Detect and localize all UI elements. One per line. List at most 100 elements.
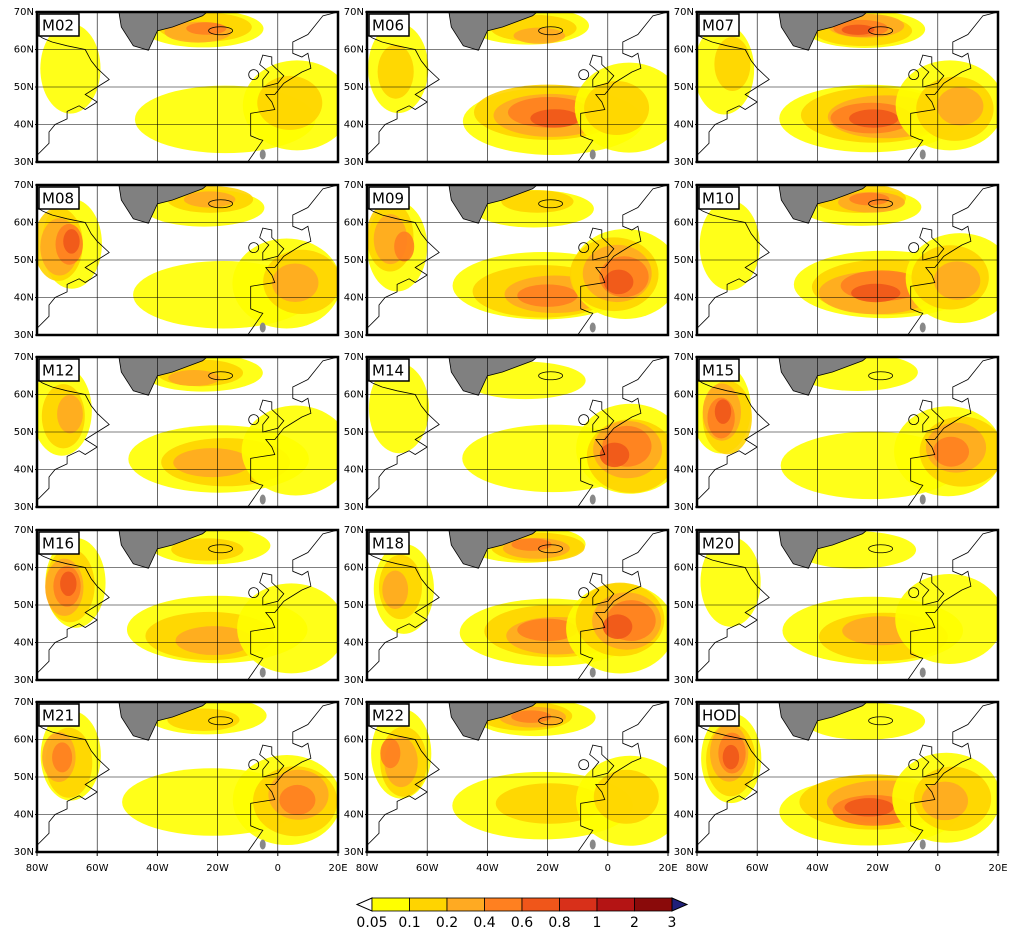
gibraltar xyxy=(919,494,926,505)
lat-label: 40N xyxy=(14,293,34,304)
lat-label: 60N xyxy=(674,218,694,229)
lat-label: 30N xyxy=(674,847,694,858)
lat-label: 60N xyxy=(344,45,364,56)
shading xyxy=(57,394,83,434)
gibraltar xyxy=(919,149,926,160)
map-panel: HOD 70N 60N 50N 40N 30N 80W 60W 40W 20W 0 20E xyxy=(674,697,1008,874)
lon-label: 0 xyxy=(935,863,941,874)
lat-label: 60N xyxy=(344,218,364,229)
lat-label: 60N xyxy=(344,563,364,574)
lat-label: 60N xyxy=(674,563,694,574)
lat-label: 30N xyxy=(674,330,694,341)
lat-label: 40N xyxy=(344,293,364,304)
shading xyxy=(175,626,253,656)
gibraltar xyxy=(259,494,266,505)
iceland xyxy=(538,371,564,381)
map-body xyxy=(697,12,998,162)
label-box xyxy=(698,358,740,382)
panel-label: M10 xyxy=(702,190,734,208)
ireland xyxy=(578,242,590,254)
panel-label: M21 xyxy=(42,707,74,725)
coast xyxy=(697,530,770,680)
iceland xyxy=(868,371,894,381)
coast xyxy=(577,185,668,335)
lat-label: 40N xyxy=(674,120,694,131)
iceland xyxy=(208,716,234,726)
colorbar-end xyxy=(671,897,689,912)
lat-label: 70N xyxy=(674,525,694,536)
lat-label: 50N xyxy=(14,82,34,93)
lon-label: 40W xyxy=(146,863,169,874)
lat-label: 40N xyxy=(344,465,364,476)
gibraltar xyxy=(259,322,266,333)
shading xyxy=(183,191,236,208)
lat-label: 70N xyxy=(344,525,364,536)
shading xyxy=(380,738,401,769)
lat-label: 30N xyxy=(344,502,364,513)
coast xyxy=(589,54,615,88)
shading xyxy=(377,44,414,99)
lat-label: 30N xyxy=(14,675,34,686)
ireland xyxy=(248,242,260,254)
gibraltar xyxy=(919,322,926,333)
ireland xyxy=(248,759,260,771)
lat-label: 60N xyxy=(674,735,694,746)
shading xyxy=(699,200,760,291)
lon-label: 20E xyxy=(658,863,677,874)
label-box xyxy=(38,531,80,555)
panel-label: M15 xyxy=(702,362,734,380)
lat-label: 70N xyxy=(674,697,694,708)
coast xyxy=(697,12,770,162)
label-box xyxy=(38,703,80,727)
map-body xyxy=(697,702,998,852)
lon-label: 40W xyxy=(806,863,829,874)
coast xyxy=(907,530,998,680)
lat-label: 40N xyxy=(674,465,694,476)
lat-label: 50N xyxy=(344,82,364,93)
lat-label: 50N xyxy=(674,600,694,611)
coast xyxy=(259,399,285,433)
colorbar-bin xyxy=(521,897,560,912)
coast xyxy=(247,702,338,852)
shading xyxy=(841,24,875,35)
coast xyxy=(907,12,998,162)
lon-label: 20E xyxy=(328,863,347,874)
iceland xyxy=(868,199,894,209)
coast xyxy=(37,530,110,680)
shading xyxy=(513,27,566,44)
gibraltar xyxy=(589,494,596,505)
colorbar-label: 0.4 xyxy=(473,915,495,931)
panel-label: HOD xyxy=(702,707,737,725)
label-box xyxy=(368,186,410,210)
shading xyxy=(584,81,650,136)
coast xyxy=(589,227,615,261)
lat-label: 50N xyxy=(674,82,694,93)
panel-label: M06 xyxy=(372,17,404,35)
colorbar-bin xyxy=(446,897,485,912)
coast xyxy=(589,744,615,778)
coast xyxy=(247,185,338,335)
lat-label: 30N xyxy=(674,502,694,513)
colorbar-label: 0.1 xyxy=(398,915,420,931)
lat-label: 30N xyxy=(14,847,34,858)
map-panel: M22 70N 60N 50N 40N 30N 80W 60W 40W 20W 0 20E xyxy=(344,697,678,874)
shading xyxy=(511,538,552,551)
map-body xyxy=(697,530,998,680)
shading xyxy=(279,784,316,815)
map-body xyxy=(37,12,338,162)
coast xyxy=(697,357,770,507)
gibraltar xyxy=(259,149,266,160)
lat-label: 70N xyxy=(14,525,34,536)
lat-label: 50N xyxy=(344,772,364,783)
lat-label: 70N xyxy=(344,697,364,708)
lon-label: 40W xyxy=(476,863,499,874)
lat-label: 40N xyxy=(674,638,694,649)
iceland xyxy=(208,199,234,209)
map-body xyxy=(697,185,998,335)
iceland xyxy=(208,26,234,36)
lat-label: 50N xyxy=(344,427,364,438)
panel-label: M16 xyxy=(42,535,74,553)
iceland xyxy=(208,544,234,554)
colorbar-bin xyxy=(634,897,673,912)
